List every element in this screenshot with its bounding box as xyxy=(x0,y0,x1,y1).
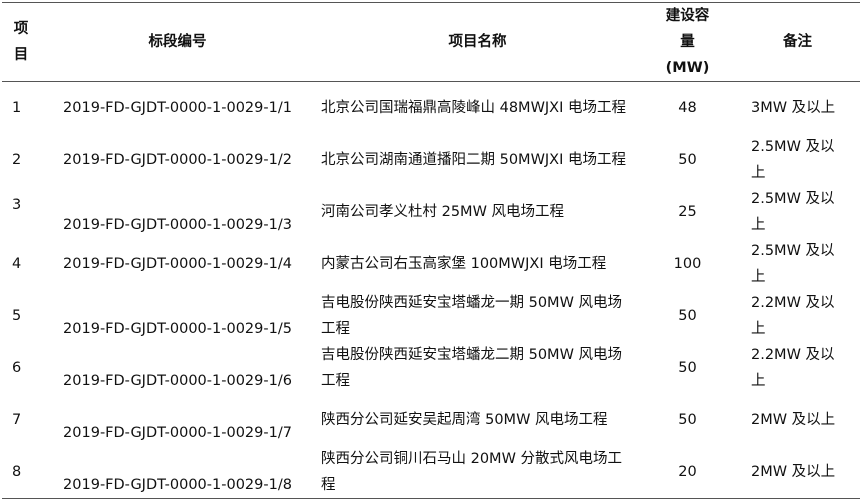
table-cell: 2.5MW 及以上 xyxy=(751,242,835,285)
table-cell: 陕西分公司铜川石马山 20MW 分散式风电场工程 xyxy=(321,450,623,493)
table-cell: 2019-FD-GJDT-0000-1-0029-1/5 xyxy=(63,320,292,337)
table-cell: 20 xyxy=(678,463,697,480)
table-cell: 3MW 及以上 xyxy=(751,99,836,116)
table-cell: 内蒙古公司右玉高家堡 100MWJXI 电场工程 xyxy=(321,255,607,272)
table-cell: 50 xyxy=(678,307,697,324)
table-cell: 2.2MW 及以上 xyxy=(751,346,835,389)
table-cell: 2MW 及以上 xyxy=(751,411,836,428)
table-cell: 2019-FD-GJDT-0000-1-0029-1/8 xyxy=(63,476,292,493)
table-cell: 北京公司国瑞福鼎高陵峰山 48MWJXI 电场工程 xyxy=(321,99,627,116)
table-row: 4 2019-FD-GJDT-0000-1-0029-1/4 内蒙古公司右玉高家堡 … xyxy=(2,238,860,290)
table-cell: 5 xyxy=(12,307,22,324)
table-cell: 50 xyxy=(678,359,697,376)
table-cell: 1 xyxy=(12,99,22,116)
header-cell: 标段编号 xyxy=(148,34,207,50)
table-cell: 吉电股份陕西延安宝塔蟠龙二期 50MW 风电场工程 xyxy=(321,346,623,389)
table-cell: 2019-FD-GJDT-0000-1-0029-1/4 xyxy=(63,255,292,272)
header-cell: 项目名称 xyxy=(448,34,507,50)
table-cell: 6 xyxy=(12,359,22,376)
table-cell: 48 xyxy=(678,99,697,116)
table-cell: 2.5MW 及以上 xyxy=(751,190,835,233)
table-cell: 北京公司湖南通道播阳二期 50MWJXI 电场工程 xyxy=(321,151,627,168)
header-cell: 备注 xyxy=(783,34,812,50)
table-cell: 7 xyxy=(12,411,22,428)
header-cell: 项目 xyxy=(13,21,29,63)
table-row: 2 2019-FD-GJDT-0000-1-0029-1/2 北京公司湖南通道播阳二… xyxy=(2,134,860,186)
table-cell: 25 xyxy=(678,203,697,220)
table-cell: 2 xyxy=(12,151,22,168)
table-cell: 吉电股份陕西延安宝塔蟠龙一期 50MW 风电场工程 xyxy=(321,294,623,337)
table-row: 8 2019-FD-GJDT-0000-1-0029-1/8 陕西分公司铜川石马山 … xyxy=(2,446,860,498)
table-cell: 2019-FD-GJDT-0000-1-0029-1/6 xyxy=(63,372,292,389)
table-cell: 河南公司孝义杜村 25MW 风电场工程 xyxy=(321,203,565,220)
table-header: 项目 标段编号 项目名称 建设容量(MW) 备注 xyxy=(2,2,860,82)
table-cell: 2.2MW 及以上 xyxy=(751,294,835,337)
table-cell: 2MW 及以上 xyxy=(751,463,836,480)
table-cell: 2019-FD-GJDT-0000-1-0029-1/7 xyxy=(63,424,292,441)
table-cell: 2019-FD-GJDT-0000-1-0029-1/3 xyxy=(63,216,292,233)
table-cell: 2019-FD-GJDT-0000-1-0029-1/1 xyxy=(63,99,292,116)
table-row: 3 2019-FD-GJDT-0000-1-0029-1/3 河南公司孝义杜村 25… xyxy=(2,186,860,238)
table-cell: 8 xyxy=(12,463,22,480)
table-row: 6 2019-FD-GJDT-0000-1-0029-1/6 吉电股份陕西延安宝塔蟠… xyxy=(2,342,860,394)
table-cell: 2019-FD-GJDT-0000-1-0029-1/2 xyxy=(63,151,292,168)
table-cell: 50 xyxy=(678,411,697,428)
table-body: 1 2019-FD-GJDT-0000-1-0029-1/1 北京公司国瑞福鼎高陵峰… xyxy=(2,82,860,498)
table-cell: 100 xyxy=(673,255,702,272)
table-row: 7 2019-FD-GJDT-0000-1-0029-1/7 陕西分公司延安吴起周湾… xyxy=(2,394,860,446)
table-cell: 50 xyxy=(678,151,697,168)
table-cell: 4 xyxy=(12,255,22,272)
header-row: 项目 标段编号 项目名称 建设容量(MW) 备注 xyxy=(2,2,860,82)
table-cell: 陕西分公司延安吴起周湾 50MW 风电场工程 xyxy=(321,411,608,428)
header-cell: 建设容量(MW) xyxy=(665,8,710,76)
table-cell: 2.5MW 及以上 xyxy=(751,138,835,181)
table-row: 1 2019-FD-GJDT-0000-1-0029-1/1 北京公司国瑞福鼎高陵峰… xyxy=(2,82,860,134)
table-row: 5 2019-FD-GJDT-0000-1-0029-1/5 吉电股份陕西延安宝塔蟠… xyxy=(2,290,860,342)
table-cell: 3 xyxy=(12,196,22,213)
